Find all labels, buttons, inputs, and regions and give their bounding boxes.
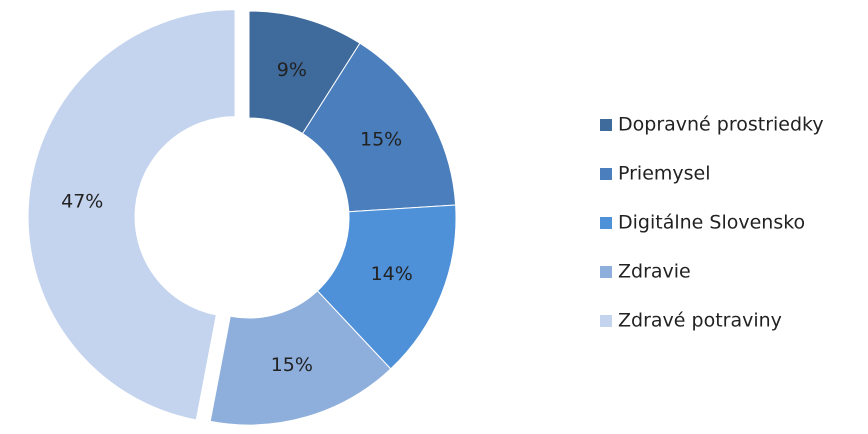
data-label: 47% [61,191,103,213]
legend-label: Zdravé potraviny [618,310,782,332]
legend-label: Dopravné prostriedky [618,114,824,136]
legend-label: Digitálne Slovensko [618,212,805,234]
donut-slice [316,204,457,370]
donut-slice [27,9,236,421]
donut-slice [301,42,457,213]
data-label: 15% [271,354,313,376]
legend-swatch [600,217,612,229]
data-label: 15% [360,128,402,150]
legend-swatch [600,266,612,278]
data-label: 14% [371,263,413,285]
donut-slice [209,290,392,426]
legend-label: Zdravie [618,261,691,283]
legend-swatch [600,119,612,131]
legend-swatch [600,315,612,327]
legend-label: Priemysel [618,163,711,185]
legend-swatch [600,168,612,180]
data-label: 9% [277,59,307,81]
